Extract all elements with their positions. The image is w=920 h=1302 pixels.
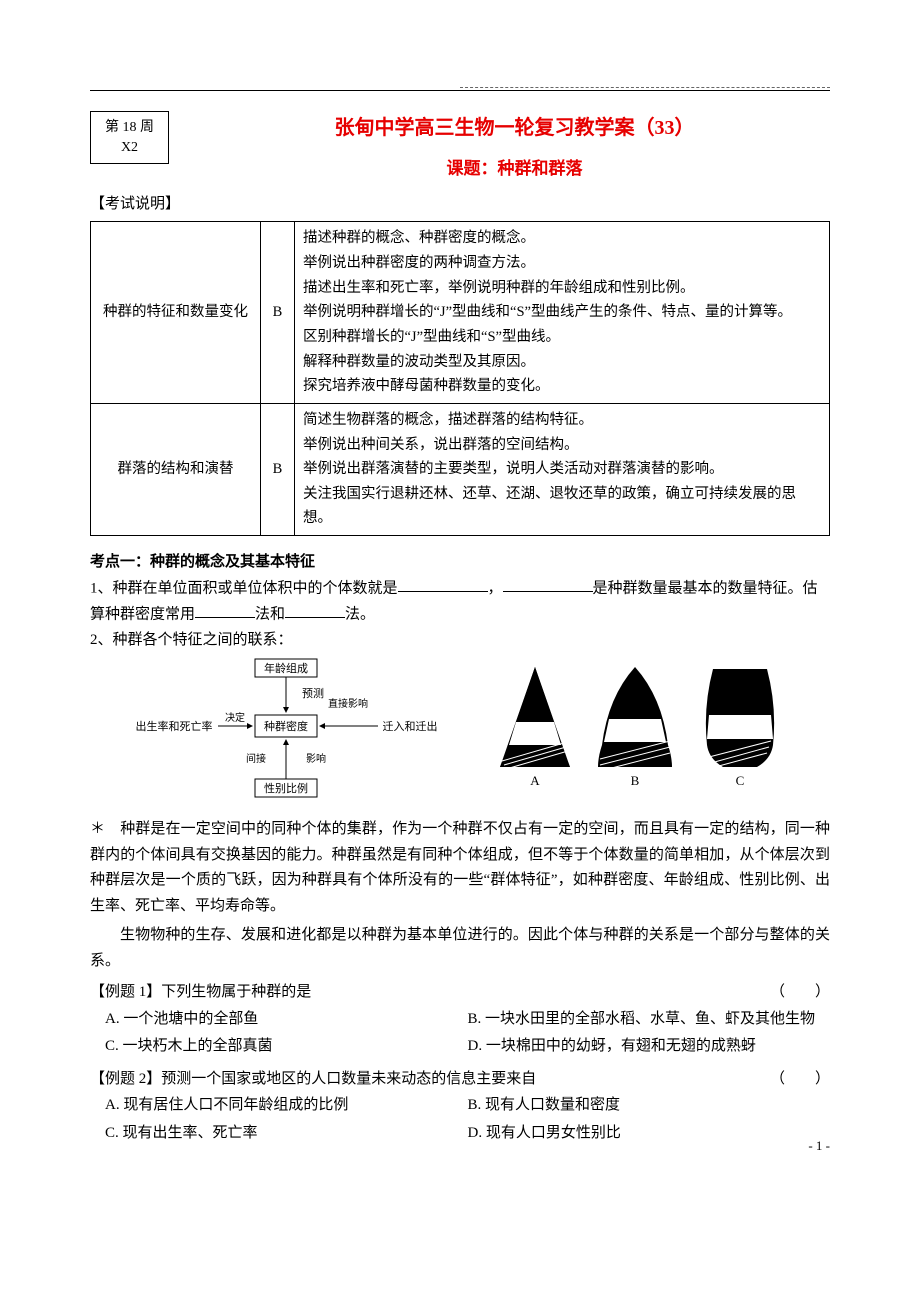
week-box: 第 18 周 X2 [90,111,169,164]
label-migrate: 迁入和迁出 [383,719,438,733]
top-rule [90,90,830,91]
blank [195,602,255,619]
label-age: 年龄组成 [264,661,308,675]
blank [398,576,488,593]
point1-q1: 1、种群在单位面积或单位体积中的个体数就是，是种群数量最基本的数量特征。估算种群… [90,576,830,628]
table-row: 群落的结构和演替 B 简述生物群落的概念，描述群落的结构特征。 举例说出种间关系… [91,403,830,535]
label-predict: 预测 [302,687,324,700]
q1-mid1: ， [488,580,503,596]
q1-end: 法。 [345,606,375,622]
label-decide: 决定 [225,711,245,724]
ex1-opt-b: B. 一块水田里的全部水稻、水草、鱼、虾及其他生物 [468,1006,831,1034]
ex2-opt-c: C. 现有出生率、死亡率 [105,1120,468,1148]
ex2-opt-d: D. 现有人口男女性别比 [468,1120,831,1148]
point1-q2: 2、种群各个特征之间的联系： [90,628,830,654]
ex1-opt-c: C. 一块朽木上的全部真菌 [105,1033,468,1061]
svg-text:影响: 影响 [306,752,326,765]
spec-level: B [261,222,295,403]
week-line2: X2 [105,138,154,158]
ex2-stem: 【例题 2】预测一个国家或地区的人口数量未来动态的信息主要来自 [90,1067,536,1093]
ex2-options: A. 现有居住人口不同年龄组成的比例 B. 现有人口数量和密度 C. 现有出生率… [105,1092,830,1147]
point1-head: 考点一：种群的概念及其基本特征 [90,550,830,576]
ex1-opt-d: D. 一块棉田中的幼蚜，有翅和无翅的成熟蚜 [468,1033,831,1061]
star-para2: 生物物种的生存、发展和进化都是以种群为基本单位进行的。因此个体与种群的关系是一个… [90,923,830,974]
spec-desc: 描述种群的概念、种群密度的概念。 举例说出种群密度的两种调查方法。 描述出生率和… [295,222,830,403]
q1-mid3: 法和 [255,606,285,622]
spec-desc: 简述生物群落的概念，描述群落的结构特征。 举例说出种间关系，说出群落的空间结构。… [295,403,830,535]
table-row: 种群的特征和数量变化 B 描述种群的概念、种群密度的概念。 举例说出种群密度的两… [91,222,830,403]
ex2-stem-row: 【例题 2】预测一个国家或地区的人口数量未来动态的信息主要来自 （ ） [90,1067,830,1093]
label-indirect: 间接 [246,752,266,765]
spec-topic: 种群的特征和数量变化 [91,222,261,403]
ex1-options: A. 一个池塘中的全部鱼 B. 一块水田里的全部水稻、水草、鱼、虾及其他生物 C… [105,1006,830,1061]
title-block: 张甸中学高三生物一轮复习教学案（33） 课题：种群和群落 [199,111,830,184]
label-density: 种群密度 [264,719,308,733]
exam-note-head: 【考试说明】 [90,192,830,218]
spec-desc-text: 简述生物群落的概念，描述群落的结构特征。 举例说出种间关系，说出群落的空间结构。… [303,412,796,527]
star-para1: ＊ 种群是在一定空间中的同种个体的集群，作为一个种群不仅占有一定的空间，而且具有… [90,817,830,919]
label-birth: 出生率和死亡率 [136,719,213,733]
label-direct: 直接影响 [328,697,368,710]
label-sex: 性别比例 [264,781,308,795]
diagram-row: 年龄组成 预测 种群密度 出生率和死亡率 决定 迁入和迁出 直接影响 性别比例 … [130,657,830,807]
blank [503,576,593,593]
page-number: - 1 - [808,1135,830,1157]
ex1-paren: （ ） [770,980,830,1006]
spec-topic: 群落的结构和演替 [91,403,261,535]
pyramid-label-b: B [631,773,640,788]
header-row: 第 18 周 X2 张甸中学高三生物一轮复习教学案（33） 课题：种群和群落 [90,111,830,184]
sub-title: 课题：种群和群落 [199,155,830,184]
spec-level: B [261,403,295,535]
pyramid-b: B [598,667,672,788]
ex2-paren: （ ） [770,1067,830,1093]
pyramid-label-c: C [736,773,745,788]
week-line1: 第 18 周 [105,118,154,138]
blank [285,602,345,619]
pyramid-label-a: A [530,773,540,788]
spec-table: 种群的特征和数量变化 B 描述种群的概念、种群密度的概念。 举例说出种群密度的两… [90,221,830,536]
ex1-opt-a: A. 一个池塘中的全部鱼 [105,1006,468,1034]
pyramid-c: C [706,669,774,788]
ex1-stem-row: 【例题 1】下列生物属于种群的是 （ ） [90,980,830,1006]
spec-desc-text: 描述种群的概念、种群密度的概念。 举例说出种群密度的两种调查方法。 描述出生率和… [303,230,792,394]
pyramid-a: A [500,667,570,788]
ex1-stem: 【例题 1】下列生物属于种群的是 [90,980,311,1006]
main-title: 张甸中学高三生物一轮复习教学案（33） [199,111,830,145]
ex2-opt-a: A. 现有居住人口不同年龄组成的比例 [105,1092,468,1120]
q1-pre: 1、种群在单位面积或单位体积中的个体数就是 [90,580,398,596]
pyramid-diagram: A B C [490,657,790,797]
concept-diagram: 年龄组成 预测 种群密度 出生率和死亡率 决定 迁入和迁出 直接影响 性别比例 … [130,657,450,807]
ex2-opt-b: B. 现有人口数量和密度 [468,1092,831,1120]
